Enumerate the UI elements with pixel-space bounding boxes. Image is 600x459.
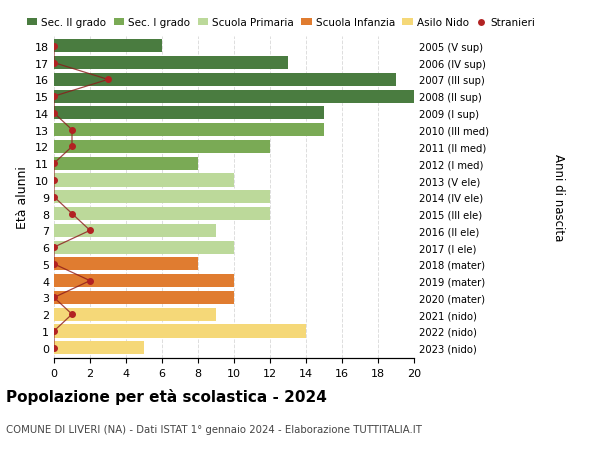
Point [85, 227, 95, 235]
Bar [54, 174, 234, 187]
Bar [54, 74, 396, 87]
Bar [54, 107, 324, 120]
Bar [54, 258, 198, 271]
Y-axis label: Età alunni: Età alunni [16, 166, 29, 229]
Bar [54, 140, 270, 154]
Point [49, 160, 59, 168]
Bar [54, 40, 162, 53]
Bar [54, 57, 288, 70]
Text: COMUNE DI LIVERI (NA) - Dati ISTAT 1° gennaio 2024 - Elaborazione TUTTITALIA.IT: COMUNE DI LIVERI (NA) - Dati ISTAT 1° ge… [6, 425, 422, 435]
Point [49, 344, 59, 352]
Point [103, 77, 113, 84]
Bar [54, 207, 270, 221]
Point [67, 144, 77, 151]
Bar [54, 224, 216, 237]
Point [67, 127, 77, 134]
Bar [54, 291, 234, 304]
Bar [54, 191, 270, 204]
Bar [54, 241, 234, 254]
Bar [54, 325, 306, 338]
Point [49, 261, 59, 268]
Legend: Sec. II grado, Sec. I grado, Scuola Primaria, Scuola Infanzia, Asilo Nido, Stran: Sec. II grado, Sec. I grado, Scuola Prim… [27, 18, 536, 28]
Bar [54, 308, 216, 321]
Point [67, 210, 77, 218]
Point [67, 311, 77, 318]
Point [49, 194, 59, 201]
Text: Popolazione per età scolastica - 2024: Popolazione per età scolastica - 2024 [6, 388, 327, 404]
Point [49, 294, 59, 302]
Point [49, 43, 59, 50]
Bar [54, 274, 234, 288]
Point [49, 244, 59, 251]
Point [49, 60, 59, 67]
Point [49, 110, 59, 118]
Bar [54, 124, 324, 137]
Point [85, 277, 95, 285]
Y-axis label: Anni di nascita: Anni di nascita [552, 154, 565, 241]
Bar [54, 90, 414, 103]
Point [49, 93, 59, 101]
Bar [54, 157, 198, 170]
Point [49, 328, 59, 335]
Point [49, 177, 59, 185]
Bar [54, 341, 144, 354]
